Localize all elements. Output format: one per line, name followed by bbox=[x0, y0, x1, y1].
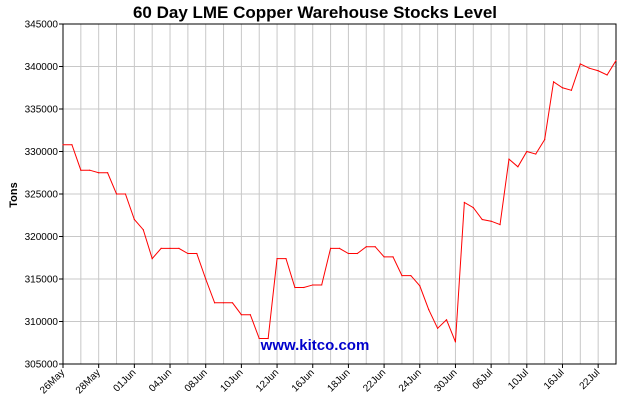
data-point bbox=[80, 169, 82, 171]
data-point bbox=[222, 302, 225, 304]
data-point bbox=[258, 337, 260, 340]
data-point bbox=[588, 67, 590, 69]
data-point bbox=[445, 319, 448, 321]
data-point bbox=[615, 59, 617, 62]
data-point bbox=[89, 169, 91, 171]
data-point bbox=[267, 337, 269, 340]
data-point bbox=[579, 63, 581, 65]
data-point bbox=[508, 158, 510, 160]
data-point bbox=[214, 302, 216, 304]
data-point bbox=[294, 286, 296, 289]
data-point bbox=[437, 327, 439, 329]
data-point bbox=[454, 341, 457, 343]
series-layer bbox=[62, 59, 617, 343]
data-point bbox=[321, 284, 323, 286]
data-point bbox=[392, 256, 394, 258]
data-point bbox=[312, 284, 314, 286]
data-point bbox=[205, 278, 207, 280]
data-point bbox=[410, 275, 412, 277]
data-point bbox=[347, 252, 350, 255]
watermark-text: www.kitco.com bbox=[260, 337, 370, 354]
data-point bbox=[570, 89, 573, 91]
data-point bbox=[231, 302, 234, 304]
y-tick-label: 310000 bbox=[25, 317, 59, 328]
data-point bbox=[383, 256, 385, 258]
data-point bbox=[517, 166, 519, 168]
data-point bbox=[490, 220, 492, 222]
data-point bbox=[401, 275, 403, 277]
data-point bbox=[240, 314, 242, 316]
data-point bbox=[544, 139, 546, 141]
data-point bbox=[365, 246, 367, 248]
data-point bbox=[62, 144, 64, 146]
y-tick-label: 345000 bbox=[25, 20, 59, 31]
data-point bbox=[151, 258, 153, 260]
data-point bbox=[463, 201, 465, 204]
data-point bbox=[178, 247, 180, 249]
y-tick-label: 325000 bbox=[25, 190, 59, 201]
data-point bbox=[249, 314, 251, 316]
data-point bbox=[133, 218, 135, 221]
data-point bbox=[196, 252, 198, 255]
data-point bbox=[499, 224, 501, 226]
data-point bbox=[552, 81, 555, 83]
y-tick-label: 320000 bbox=[25, 232, 59, 243]
data-point bbox=[338, 247, 341, 249]
data-point bbox=[329, 247, 332, 249]
data-point bbox=[285, 258, 287, 260]
plot-area-border bbox=[62, 23, 617, 365]
y-tick-label: 335000 bbox=[25, 105, 59, 116]
data-point bbox=[597, 70, 599, 72]
data-point bbox=[472, 207, 474, 209]
data-point bbox=[98, 172, 100, 174]
data-point bbox=[535, 153, 537, 155]
y-tick-label: 305000 bbox=[25, 360, 59, 371]
data-point bbox=[115, 193, 118, 195]
data-point bbox=[561, 87, 564, 89]
data-point bbox=[71, 144, 73, 146]
data-point bbox=[169, 247, 171, 249]
y-tick-label: 330000 bbox=[25, 147, 59, 158]
data-point bbox=[276, 258, 278, 260]
data-point bbox=[107, 172, 109, 174]
data-point bbox=[419, 285, 421, 287]
y-axis-label: Tons bbox=[8, 182, 20, 207]
y-axis-ticks: 305000 310000 315000 320000 325000 330000 3350… bbox=[25, 20, 63, 371]
chart-title: 60 Day LME Copper Warehouse Stocks Level bbox=[133, 3, 497, 22]
data-point bbox=[374, 246, 376, 248]
data-point bbox=[526, 150, 528, 153]
data-point bbox=[356, 252, 358, 255]
data-point bbox=[303, 286, 305, 289]
data-point bbox=[160, 247, 162, 249]
data-point bbox=[187, 252, 189, 255]
y-tick-label: 315000 bbox=[25, 275, 59, 286]
data-point bbox=[142, 229, 144, 231]
data-point bbox=[606, 74, 608, 76]
data-point bbox=[428, 309, 430, 311]
data-point bbox=[481, 218, 483, 221]
y-tick-label: 340000 bbox=[25, 62, 59, 73]
data-point bbox=[124, 193, 127, 195]
